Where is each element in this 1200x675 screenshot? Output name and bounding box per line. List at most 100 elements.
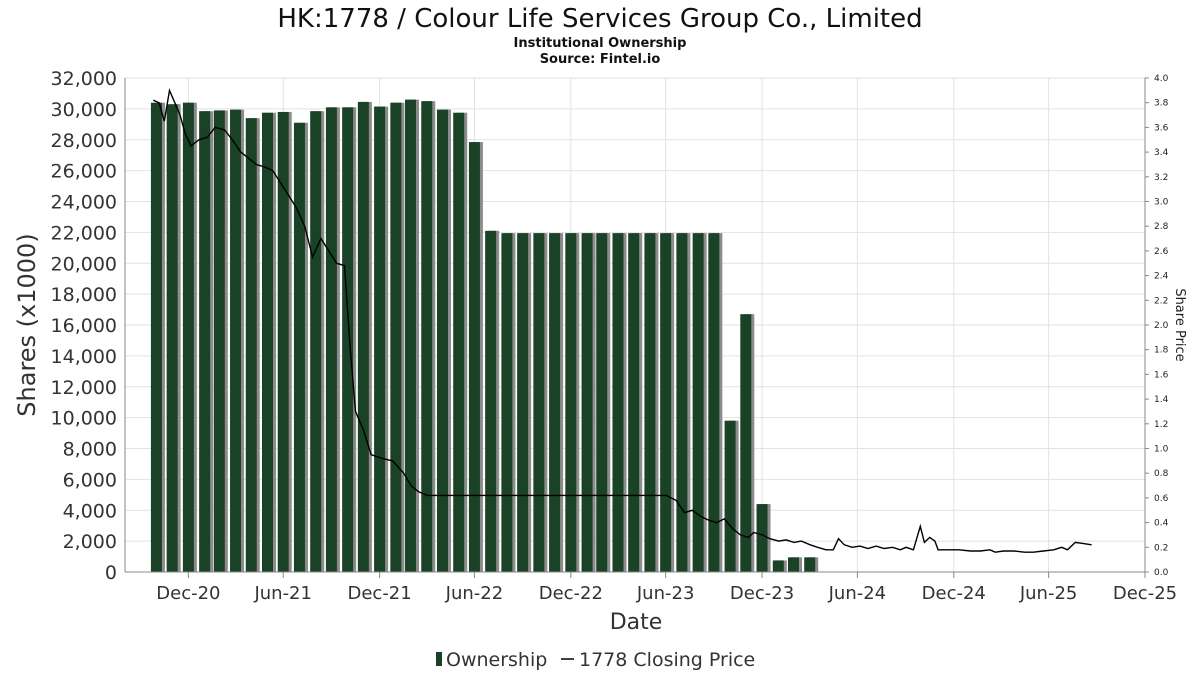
ownership-bar	[628, 233, 640, 572]
y2-tick-label: 2.0	[1154, 321, 1169, 331]
ownership-bar	[596, 233, 608, 572]
ownership-bar	[756, 504, 768, 572]
ownership-bar	[357, 101, 369, 572]
y-axis-label: Shares (x1000)	[13, 233, 41, 416]
y-tick-label: 10,000	[51, 408, 117, 430]
y2-tick-label: 0.6	[1154, 494, 1169, 504]
chart-subtitle: Institutional Ownership	[514, 36, 687, 51]
ownership-bar	[692, 233, 704, 572]
axis-layer: 0 2,000 4,000 6,000 8,000 10,000 12,000 14,000 1…	[51, 68, 1178, 604]
y2-tick-label: 0.2	[1154, 543, 1168, 553]
ownership-bar	[166, 104, 178, 573]
y-tick-label: 0	[105, 562, 117, 584]
y2-tick-label: 1.0	[1154, 445, 1169, 455]
ownership-bar	[517, 233, 529, 572]
ownership-bar	[342, 107, 354, 573]
x-tick-label: Jun-23	[636, 583, 695, 604]
y-tick-label: 32,000	[51, 68, 117, 90]
legend-ownership-swatch	[436, 652, 442, 666]
ownership-bar	[453, 112, 465, 572]
y2-tick-label: 0.0	[1154, 568, 1169, 578]
y2-axis-label: Share Price	[1172, 288, 1187, 361]
y-tick-label: 8,000	[63, 439, 117, 461]
ownership-bar	[740, 314, 752, 572]
y2-tick-label: 2.6	[1154, 247, 1169, 257]
y-tick-label: 22,000	[51, 222, 117, 244]
ownership-bar	[485, 230, 497, 573]
ownership-bar	[644, 233, 656, 572]
legend: Ownership 1778 Closing Price	[436, 649, 755, 671]
y-tick-label: 24,000	[51, 192, 117, 214]
ownership-bar	[325, 107, 337, 573]
y2-tick-label: 1.8	[1154, 346, 1169, 356]
x-tick-label: Dec-22	[539, 583, 603, 604]
ownership-bar	[581, 233, 593, 572]
ownership-bar	[277, 111, 289, 573]
ownership-bar	[660, 233, 672, 572]
y2-tick-label: 3.2	[1154, 173, 1168, 183]
y2-tick-label: 4.0	[1154, 74, 1169, 84]
ownership-bar	[787, 557, 799, 572]
y2-tick-label: 2.4	[1154, 272, 1169, 282]
y-tick-label: 20,000	[51, 253, 117, 275]
y-tick-label: 18,000	[51, 284, 117, 306]
ownership-bar	[390, 102, 402, 572]
y2-tick-label: 2.8	[1154, 222, 1169, 232]
ownership-bar	[565, 233, 577, 572]
y2-tick-label: 3.8	[1154, 99, 1169, 109]
ownership-bar	[708, 233, 720, 572]
ownership-bar	[804, 557, 816, 572]
y2-tick-label: 2.2	[1154, 296, 1168, 306]
x-axis-label: Date	[610, 610, 663, 635]
ownership-bar	[468, 142, 480, 573]
y-tick-label: 2,000	[63, 531, 117, 553]
ownership-bar	[421, 101, 433, 572]
y2-tick-label: 3.6	[1154, 123, 1169, 133]
y2-tick-label: 1.6	[1154, 370, 1169, 380]
chart-source: Source: Fintel.io	[540, 52, 661, 67]
ownership-bar	[261, 112, 273, 572]
y-tick-label: 6,000	[63, 469, 117, 491]
x-tick-label: Jun-22	[445, 583, 504, 604]
chart-title: HK:1778 / Colour Life Services Group Co.…	[277, 4, 922, 34]
ownership-bar	[245, 118, 257, 572]
ownership-bar	[549, 233, 561, 572]
ownership-bar	[230, 109, 242, 572]
ownership-bar	[436, 109, 448, 572]
x-tick-label: Jun-25	[1019, 583, 1078, 604]
ownership-bar	[772, 560, 784, 572]
y2-tick-label: 3.4	[1154, 148, 1169, 158]
x-tick-label: Dec-23	[730, 583, 794, 604]
ownership-bars	[150, 99, 819, 573]
y2-tick-label: 1.2	[1154, 420, 1168, 430]
ownership-bar	[724, 420, 736, 572]
y2-tick-label: 0.8	[1154, 469, 1169, 479]
ownership-bar	[213, 110, 225, 572]
ownership-bar	[150, 102, 162, 572]
y2-tick-label: 1.4	[1154, 395, 1169, 405]
x-tick-label: Dec-21	[347, 583, 411, 604]
y-tick-label: 12,000	[51, 377, 117, 399]
price-line	[153, 87, 1092, 553]
ownership-bar	[533, 233, 545, 572]
y-tick-label: 14,000	[51, 346, 117, 368]
ownership-bar	[501, 233, 513, 572]
y2-tick-label: 0.4	[1154, 519, 1169, 529]
y-tick-label: 28,000	[51, 130, 117, 152]
x-tick-label: Dec-24	[922, 583, 986, 604]
y-tick-label: 16,000	[51, 315, 117, 337]
ownership-bar	[293, 122, 305, 573]
x-tick-label: Dec-20	[156, 583, 220, 604]
ownership-bar	[405, 99, 417, 573]
x-tick-label: Jun-21	[253, 583, 312, 604]
y-tick-label: 26,000	[51, 161, 117, 183]
price-line-layer	[153, 87, 1092, 553]
ownership-bar	[310, 111, 322, 573]
x-tick-label: Jun-24	[828, 583, 887, 604]
ownership-bar	[199, 111, 211, 573]
ownership-bar	[374, 106, 386, 572]
ownership-bar	[676, 233, 688, 572]
ownership-bar	[612, 233, 624, 572]
y-tick-label: 4,000	[63, 500, 117, 522]
